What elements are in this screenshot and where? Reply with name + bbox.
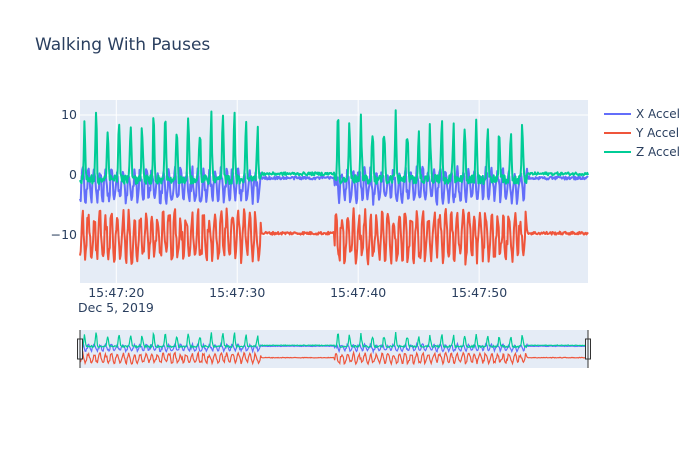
y-tick-label: 10 xyxy=(61,107,77,122)
x-axis-ticks: 15:47:20 15:47:30 15:47:40 15:47:50 xyxy=(88,285,507,300)
x-tick-label: 15:47:50 xyxy=(451,285,507,300)
slider-line-z-accel xyxy=(79,331,589,350)
x-tick-label: 15:47:30 xyxy=(209,285,265,300)
series-lines[interactable] xyxy=(79,109,589,266)
x-axis-date-label: Dec 5, 2019 xyxy=(78,300,154,315)
range-slider-right-handle[interactable] xyxy=(585,330,591,368)
series-line-y-accel[interactable] xyxy=(79,207,589,266)
legend-item[interactable]: Z Accel xyxy=(604,145,680,159)
legend-label: Z Accel xyxy=(636,145,680,159)
legend-label: X Accel xyxy=(636,107,680,121)
legend-item[interactable]: X Accel xyxy=(604,107,680,121)
y-tick-label: −10 xyxy=(51,227,77,242)
chart-title: Walking With Pauses xyxy=(35,35,210,55)
y-axis-ticks: 10 0 −10 xyxy=(51,107,77,242)
range-slider-left-handle[interactable] xyxy=(77,330,83,368)
legend[interactable]: X Accel Y Accel Z Accel xyxy=(604,107,680,159)
slider-line-y-accel xyxy=(79,350,589,367)
y-tick-label: 0 xyxy=(69,167,77,182)
legend-label: Y Accel xyxy=(635,126,679,140)
range-slider[interactable] xyxy=(77,330,591,368)
x-tick-label: 15:47:20 xyxy=(88,285,144,300)
series-line-z-accel[interactable] xyxy=(79,109,589,185)
x-tick-label: 15:47:40 xyxy=(330,285,386,300)
legend-item[interactable]: Y Accel xyxy=(604,126,679,140)
